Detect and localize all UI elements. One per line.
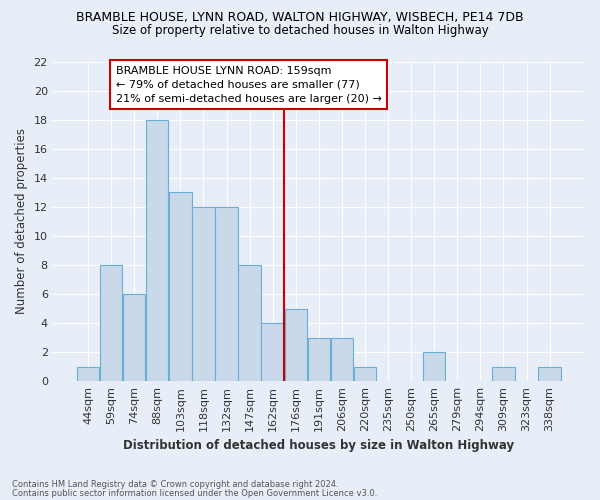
Text: BRAMBLE HOUSE LYNN ROAD: 159sqm
← 79% of detached houses are smaller (77)
21% of: BRAMBLE HOUSE LYNN ROAD: 159sqm ← 79% of… — [116, 66, 382, 104]
Bar — [169, 192, 191, 381]
Bar — [284, 308, 307, 381]
Bar — [423, 352, 445, 381]
Bar — [215, 207, 238, 381]
Bar — [123, 294, 145, 381]
Bar — [146, 120, 169, 381]
Bar — [492, 366, 515, 381]
Bar — [354, 366, 376, 381]
Bar — [308, 338, 330, 381]
Text: Contains HM Land Registry data © Crown copyright and database right 2024.: Contains HM Land Registry data © Crown c… — [12, 480, 338, 489]
Bar — [100, 265, 122, 381]
Bar — [538, 366, 561, 381]
Bar — [331, 338, 353, 381]
Y-axis label: Number of detached properties: Number of detached properties — [15, 128, 28, 314]
X-axis label: Distribution of detached houses by size in Walton Highway: Distribution of detached houses by size … — [123, 440, 514, 452]
Text: Contains public sector information licensed under the Open Government Licence v3: Contains public sector information licen… — [12, 488, 377, 498]
Bar — [238, 265, 261, 381]
Text: Size of property relative to detached houses in Walton Highway: Size of property relative to detached ho… — [112, 24, 488, 37]
Bar — [77, 366, 99, 381]
Bar — [262, 323, 284, 381]
Text: BRAMBLE HOUSE, LYNN ROAD, WALTON HIGHWAY, WISBECH, PE14 7DB: BRAMBLE HOUSE, LYNN ROAD, WALTON HIGHWAY… — [76, 11, 524, 24]
Bar — [192, 207, 215, 381]
